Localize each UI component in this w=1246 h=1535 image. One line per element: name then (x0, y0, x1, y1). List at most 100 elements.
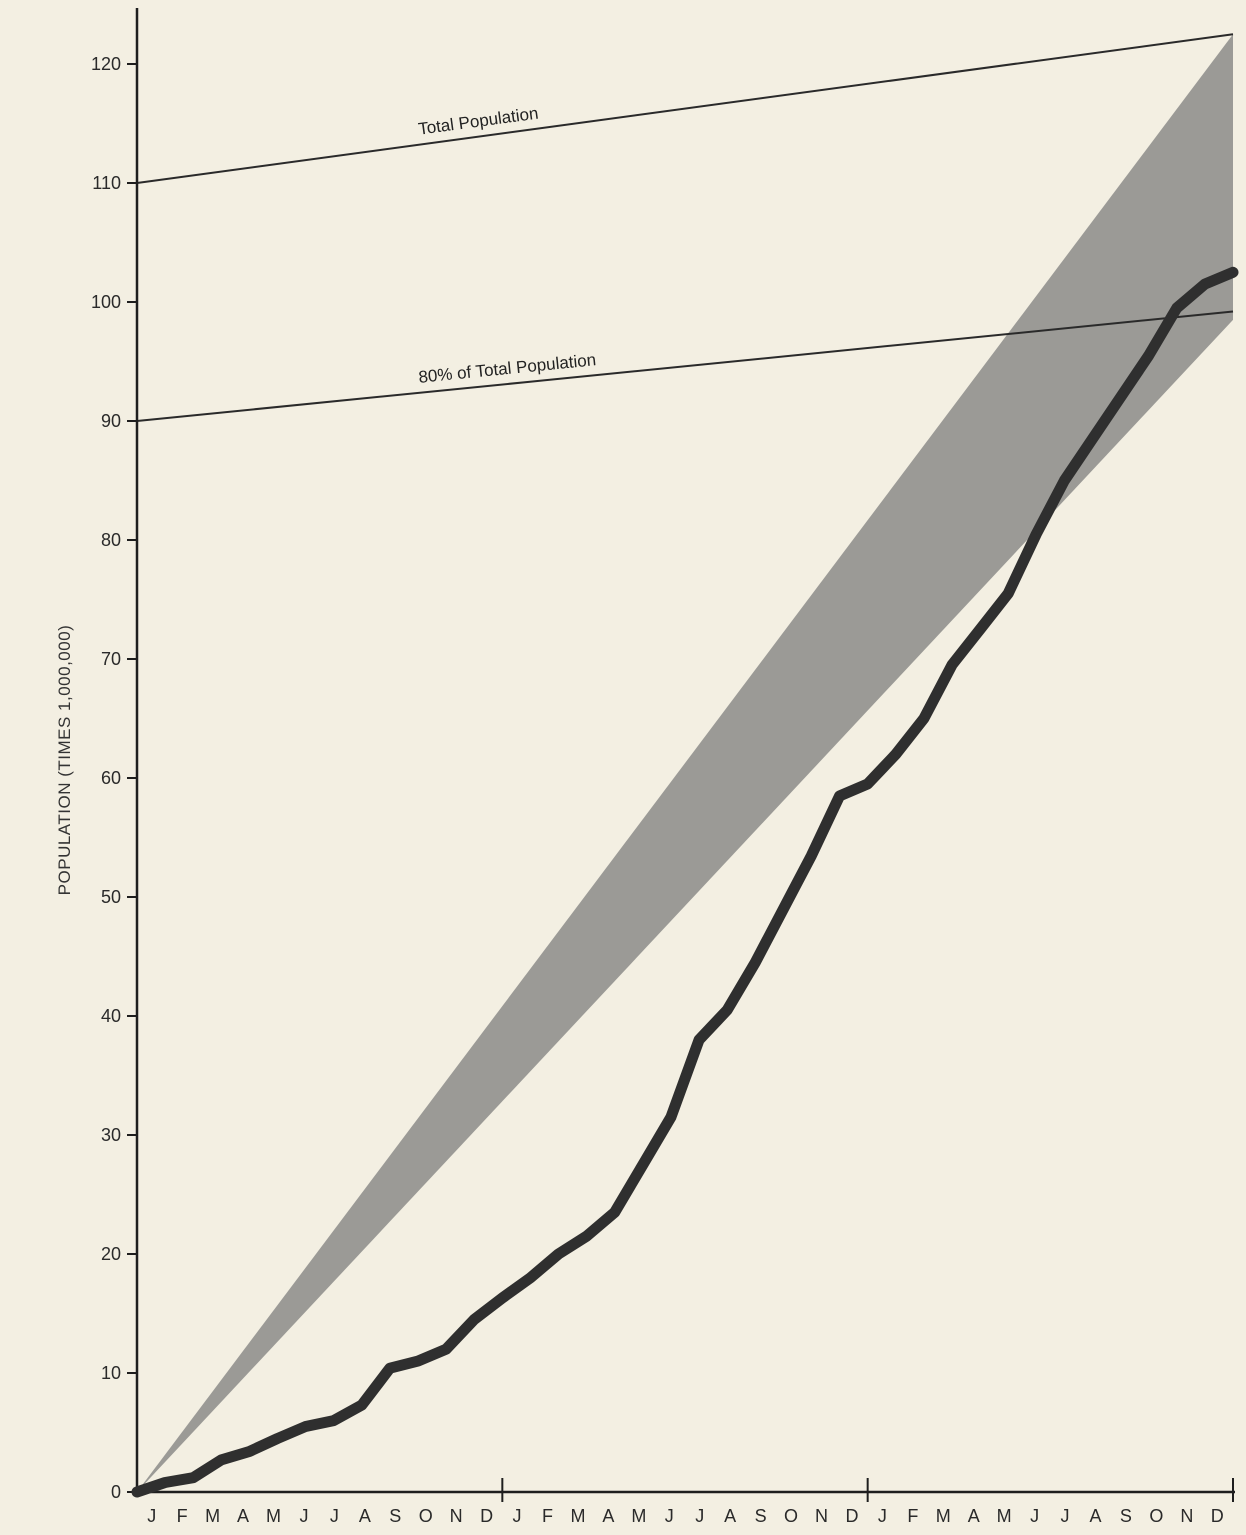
curve-point (164, 1482, 166, 1483)
x-month-label: J (147, 1506, 157, 1526)
projection-band-layer (137, 34, 1233, 1492)
x-month-label: D (1211, 1506, 1225, 1526)
x-month-label: N (450, 1506, 464, 1526)
curve-point (305, 1426, 307, 1427)
x-month-label: N (815, 1506, 829, 1526)
y-tick-label: 0 (111, 1482, 121, 1502)
curve-point (558, 1253, 559, 1255)
curve-point (473, 1319, 475, 1320)
x-month-label: J (1061, 1506, 1071, 1526)
x-month-label: A (724, 1506, 737, 1526)
eighty-percent-label: 80% of Total Population (418, 350, 597, 387)
total-population-line (136, 33, 1234, 184)
curve-point (1120, 396, 1122, 398)
curve-point (361, 1404, 363, 1406)
series-layer (131, 266, 1239, 1498)
eighty-percent-line (136, 310, 1234, 422)
curve-point (1232, 271, 1234, 273)
curve-point (248, 1451, 250, 1452)
curve-point (726, 1009, 728, 1011)
x-month-label: J (878, 1506, 888, 1526)
y-tick-label: 20 (101, 1244, 121, 1264)
x-month-label: J (695, 1506, 705, 1526)
x-month-label: M (205, 1506, 221, 1526)
curve-point (1176, 307, 1178, 309)
x-month-label: F (907, 1506, 919, 1526)
curve-point (923, 718, 925, 719)
curve-point (614, 1211, 616, 1213)
curve-point (1035, 533, 1037, 535)
x-month-label: J (330, 1506, 340, 1526)
x-month-label: J (299, 1506, 309, 1526)
x-month-label: F (542, 1506, 554, 1526)
curve-point (754, 961, 756, 963)
curve-point (811, 854, 812, 856)
curve-point (1007, 593, 1009, 594)
curve-point (979, 628, 981, 630)
x-month-label: M (266, 1506, 282, 1526)
projection-band (137, 34, 1233, 1492)
curve-point (1092, 438, 1093, 440)
x-month-label: F (177, 1506, 189, 1526)
curve-point (642, 1164, 644, 1166)
x-month-label: A (602, 1506, 615, 1526)
curve-point (698, 1039, 700, 1041)
curve-point (136, 1491, 138, 1493)
curve-point (782, 908, 784, 910)
x-month-label: S (389, 1506, 402, 1526)
x-month-label: A (359, 1506, 372, 1526)
y-tick-label: 70 (101, 649, 121, 669)
curve-point (529, 1277, 531, 1279)
curve-point (1204, 283, 1206, 285)
curve-point (839, 795, 841, 797)
curve-point (670, 1116, 672, 1118)
x-month-label: J (1030, 1506, 1040, 1526)
curve-point (1063, 480, 1065, 481)
curve-point (417, 1360, 419, 1362)
x-month-label: D (845, 1506, 859, 1526)
total-population-label: Total Population (417, 104, 539, 139)
x-month-label: M (570, 1506, 586, 1526)
x-month-label: J (513, 1506, 523, 1526)
x-month-label: S (1120, 1506, 1133, 1526)
curve-point (586, 1235, 588, 1237)
y-tick-label: 50 (101, 887, 121, 907)
curve-point (192, 1477, 194, 1479)
y-tick-label: 110 (92, 173, 121, 193)
curve-point (389, 1367, 391, 1369)
x-month-label: M (631, 1506, 647, 1526)
x-month-label: O (784, 1506, 799, 1526)
curve-point (333, 1420, 335, 1422)
x-month-label: M (997, 1506, 1013, 1526)
y-axis-title: POPULATION (TIMES 1,000,000) (55, 625, 74, 896)
y-tick-label: 40 (101, 1006, 121, 1026)
actual-curve-series (131, 266, 1239, 1498)
y-tick-label: 120 (91, 54, 121, 74)
x-month-label: D (480, 1506, 494, 1526)
x-month-label: J (665, 1506, 675, 1526)
x-month-label: N (1180, 1506, 1194, 1526)
curve-point (1148, 355, 1150, 356)
y-tick-label: 90 (101, 411, 121, 431)
curve-point (220, 1459, 222, 1461)
y-tick-label: 10 (101, 1363, 121, 1383)
curve-point (867, 783, 869, 785)
x-month-label: S (755, 1506, 768, 1526)
y-tick-label: 30 (101, 1125, 121, 1145)
curve-point (501, 1297, 503, 1299)
curve-point (951, 664, 953, 666)
y-tick-label: 80 (101, 530, 121, 550)
y-tick-label: 100 (91, 292, 121, 312)
curve-point (445, 1348, 447, 1350)
x-month-label: A (237, 1506, 250, 1526)
x-month-label: O (1149, 1506, 1164, 1526)
curve-point (895, 753, 897, 755)
x-month-label: M (936, 1506, 952, 1526)
x-month-label: A (968, 1506, 981, 1526)
curve-point (277, 1438, 278, 1439)
x-month-label: O (419, 1506, 434, 1526)
x-month-label: A (1089, 1506, 1102, 1526)
y-tick-label: 60 (101, 768, 121, 788)
